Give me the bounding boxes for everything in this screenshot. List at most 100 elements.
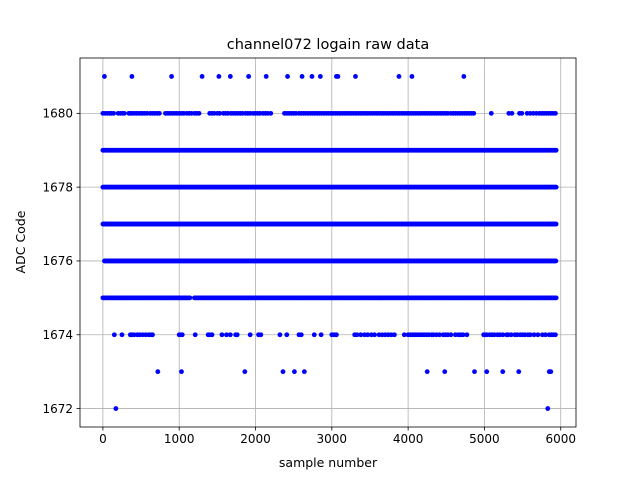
plot-frame: [79, 57, 577, 428]
data-point: [156, 110, 162, 116]
data-point: [500, 369, 506, 375]
data-point: [553, 258, 559, 264]
x-tick-label: 4000: [393, 432, 424, 446]
data-point: [217, 110, 223, 116]
data-point: [129, 74, 135, 79]
data-point: [317, 74, 323, 79]
x-tick-label: 0: [99, 432, 107, 446]
data-point: [102, 74, 107, 79]
data-point: [553, 295, 559, 301]
y-tick-label: 1680: [42, 107, 73, 121]
data-point: [318, 332, 324, 338]
data-point: [437, 332, 442, 338]
x-axis-ticks: 0 1000 2000 3000 4000 5000 6000: [99, 427, 576, 446]
data-point: [472, 369, 477, 375]
data-point: [268, 110, 274, 116]
x-tick-label: 6000: [545, 432, 576, 446]
data-point: [461, 74, 467, 79]
data-point: [516, 369, 522, 375]
data-point: [277, 332, 283, 338]
data-point: [531, 332, 537, 338]
data-point: [299, 74, 305, 79]
data-point: [460, 332, 466, 338]
data-point: [179, 332, 185, 338]
y-tick-label: 1678: [42, 180, 73, 194]
data-point: [335, 74, 341, 79]
data-point: [471, 110, 477, 116]
data-point: [209, 332, 215, 338]
data-point: [292, 369, 297, 375]
data-point: [311, 332, 317, 338]
data-point: [409, 74, 415, 79]
data-point: [391, 332, 397, 338]
data-point: [285, 74, 290, 79]
data-point: [150, 332, 155, 338]
data-point: [358, 332, 364, 338]
data-point: [553, 147, 559, 153]
data-point: [365, 332, 371, 338]
data-point: [372, 332, 377, 338]
data-point: [333, 332, 339, 338]
data-point: [196, 110, 202, 116]
data-point: [508, 332, 514, 338]
data-point: [519, 110, 525, 116]
y-axis-ticks: 1672 1674 1676 1678 1680: [42, 107, 80, 416]
x-tick-label: 5000: [469, 432, 500, 446]
data-point: [553, 221, 559, 227]
data-point: [113, 406, 119, 411]
x-axis-label: sample number: [279, 455, 378, 470]
data-point: [545, 406, 551, 411]
data-point: [258, 332, 264, 338]
x-tick-label: 2000: [240, 432, 271, 446]
data-point: [298, 332, 304, 338]
data-point: [553, 184, 559, 190]
y-tick-label: 1672: [42, 402, 73, 416]
data-point: [424, 369, 430, 375]
chart-title: channel072 logain raw data: [227, 37, 429, 53]
data-point: [179, 369, 184, 375]
data-points: [100, 74, 559, 411]
data-point: [309, 74, 315, 79]
data-point: [155, 369, 161, 375]
data-point: [246, 74, 252, 79]
data-point: [219, 332, 225, 338]
data-point: [354, 332, 360, 338]
data-point: [227, 74, 233, 79]
y-axis-label: ADC Code: [13, 210, 28, 273]
data-point: [396, 74, 402, 79]
data-point: [488, 110, 494, 116]
data-point: [224, 332, 229, 338]
data-point: [353, 74, 358, 79]
x-tick-label: 3000: [317, 432, 348, 446]
data-point: [169, 74, 174, 79]
data-point: [535, 332, 541, 338]
data-point: [216, 74, 222, 79]
data-point: [301, 369, 307, 375]
x-tick-label: 1000: [164, 432, 195, 446]
data-point: [448, 332, 454, 338]
data-point: [263, 74, 269, 79]
data-point: [553, 332, 558, 338]
data-point: [543, 332, 548, 338]
data-point: [280, 369, 286, 375]
data-point: [111, 332, 117, 338]
data-point: [187, 295, 193, 301]
data-point: [234, 332, 240, 338]
data-point: [500, 332, 506, 338]
data-point: [242, 369, 248, 375]
data-point: [401, 332, 407, 338]
data-point: [484, 369, 490, 375]
data-point: [111, 110, 116, 116]
data-point: [553, 110, 558, 116]
data-point: [509, 110, 515, 116]
data-point: [284, 332, 290, 338]
data-point: [227, 332, 233, 338]
data-point: [442, 369, 448, 375]
data-point: [199, 74, 205, 79]
data-point: [247, 332, 253, 338]
data-point: [119, 332, 125, 338]
data-point: [192, 332, 198, 338]
